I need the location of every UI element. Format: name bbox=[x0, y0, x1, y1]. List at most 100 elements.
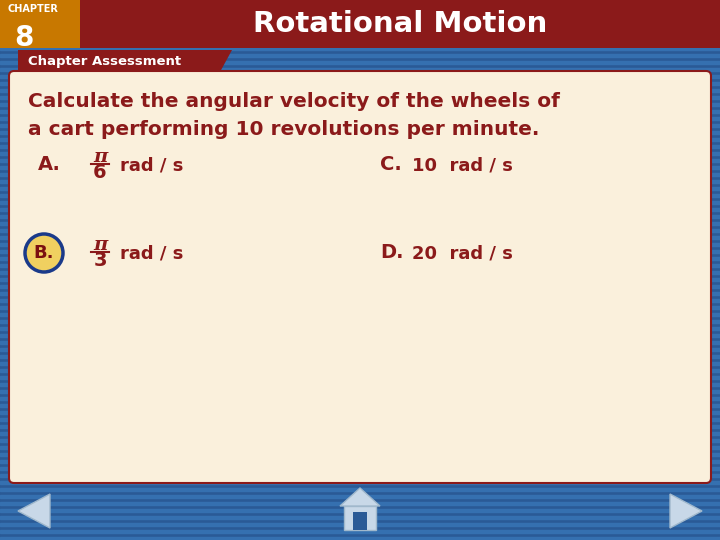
Bar bbox=[0, 110, 720, 113]
Bar bbox=[0, 396, 720, 400]
Bar bbox=[0, 460, 720, 463]
Bar bbox=[0, 103, 720, 106]
Bar bbox=[0, 424, 720, 428]
Text: 8: 8 bbox=[14, 24, 33, 52]
Bar bbox=[0, 235, 720, 239]
Bar bbox=[0, 382, 720, 386]
Bar bbox=[0, 264, 720, 267]
Bar bbox=[0, 25, 720, 29]
Bar bbox=[0, 516, 720, 519]
FancyBboxPatch shape bbox=[9, 71, 711, 483]
Bar bbox=[0, 249, 720, 253]
Polygon shape bbox=[18, 494, 50, 528]
Bar bbox=[0, 348, 720, 351]
Bar bbox=[0, 438, 720, 442]
Bar bbox=[0, 320, 720, 323]
Bar bbox=[0, 159, 720, 162]
Text: Rotational Motion: Rotational Motion bbox=[253, 10, 547, 38]
FancyBboxPatch shape bbox=[80, 0, 720, 48]
Text: rad / s: rad / s bbox=[120, 156, 184, 174]
Bar bbox=[0, 214, 720, 218]
Bar bbox=[0, 138, 720, 141]
Bar bbox=[0, 0, 720, 1]
Bar bbox=[0, 453, 720, 456]
Bar bbox=[0, 82, 720, 85]
Bar bbox=[0, 271, 720, 274]
Bar bbox=[0, 68, 720, 71]
Bar bbox=[0, 530, 720, 533]
Bar bbox=[0, 410, 720, 414]
Text: A.: A. bbox=[38, 156, 61, 174]
Bar bbox=[0, 242, 720, 246]
Bar bbox=[0, 368, 720, 372]
Bar bbox=[0, 537, 720, 540]
Text: CHAPTER: CHAPTER bbox=[8, 4, 59, 14]
Polygon shape bbox=[340, 488, 380, 506]
Bar bbox=[0, 193, 720, 197]
Bar bbox=[0, 299, 720, 302]
Text: 6: 6 bbox=[93, 163, 107, 181]
Bar bbox=[0, 467, 720, 470]
Bar bbox=[0, 117, 720, 120]
Bar bbox=[0, 403, 720, 407]
Bar bbox=[0, 495, 720, 498]
Bar bbox=[0, 256, 720, 260]
Polygon shape bbox=[18, 50, 232, 72]
Text: 10  rad / s: 10 rad / s bbox=[412, 156, 513, 174]
Bar bbox=[0, 207, 720, 211]
Bar bbox=[0, 53, 720, 57]
Bar bbox=[0, 446, 720, 449]
Text: B.: B. bbox=[34, 244, 54, 262]
Bar bbox=[0, 502, 720, 505]
Bar bbox=[0, 389, 720, 393]
Bar bbox=[0, 39, 720, 43]
Bar bbox=[0, 124, 720, 127]
Bar bbox=[0, 523, 720, 526]
Circle shape bbox=[25, 234, 63, 272]
Bar bbox=[0, 46, 720, 50]
Bar bbox=[0, 327, 720, 330]
Bar bbox=[0, 341, 720, 344]
Text: rad / s: rad / s bbox=[120, 244, 184, 262]
Bar bbox=[0, 375, 720, 379]
Bar bbox=[0, 4, 720, 8]
FancyBboxPatch shape bbox=[353, 512, 367, 530]
Bar bbox=[0, 228, 720, 232]
Bar bbox=[0, 179, 720, 183]
Bar bbox=[0, 11, 720, 15]
Bar bbox=[0, 474, 720, 477]
Bar bbox=[0, 431, 720, 435]
FancyBboxPatch shape bbox=[0, 0, 80, 48]
Bar bbox=[0, 334, 720, 337]
Bar bbox=[0, 306, 720, 309]
Bar bbox=[0, 278, 720, 281]
Bar bbox=[0, 313, 720, 316]
Text: 3: 3 bbox=[94, 251, 107, 269]
Bar bbox=[0, 96, 720, 99]
Text: a cart performing 10 revolutions per minute.: a cart performing 10 revolutions per min… bbox=[28, 120, 539, 139]
Bar bbox=[0, 285, 720, 288]
Bar bbox=[0, 417, 720, 421]
Text: π: π bbox=[93, 148, 107, 166]
Text: π: π bbox=[93, 236, 107, 254]
Bar bbox=[0, 18, 720, 22]
Bar bbox=[0, 152, 720, 155]
Bar bbox=[0, 131, 720, 134]
Bar bbox=[0, 221, 720, 225]
Bar bbox=[0, 165, 720, 169]
Bar bbox=[0, 186, 720, 190]
Bar bbox=[0, 481, 720, 484]
Bar bbox=[0, 200, 720, 204]
Bar bbox=[0, 32, 720, 36]
Bar bbox=[0, 75, 720, 78]
Polygon shape bbox=[670, 494, 702, 528]
Bar bbox=[0, 89, 720, 92]
Bar bbox=[0, 361, 720, 365]
Bar bbox=[0, 488, 720, 491]
Bar bbox=[0, 354, 720, 358]
Text: Calculate the angular velocity of the wheels of: Calculate the angular velocity of the wh… bbox=[28, 92, 560, 111]
Text: D.: D. bbox=[380, 244, 403, 262]
Bar bbox=[0, 145, 720, 148]
Bar bbox=[0, 172, 720, 176]
Bar bbox=[0, 292, 720, 295]
